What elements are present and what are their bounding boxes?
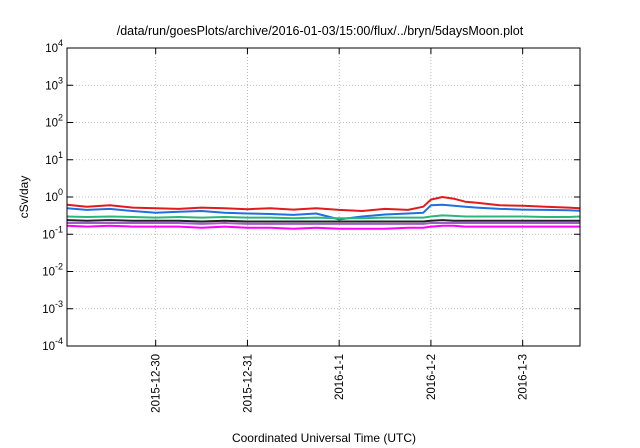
y-tick-label: 101 bbox=[45, 150, 63, 167]
y-tick-label: 10-4 bbox=[42, 336, 63, 353]
x-tick-label: 2015-12-30 bbox=[151, 354, 163, 413]
series-line-2 bbox=[66, 203, 581, 221]
series-lines bbox=[66, 196, 581, 230]
x-tick-label: 2016-1-1 bbox=[334, 354, 346, 400]
y-tick-label: 100 bbox=[45, 187, 63, 204]
plot-frame bbox=[66, 47, 581, 347]
x-tick-label: 2016-1-3 bbox=[518, 354, 530, 400]
y-tick-label: 10-3 bbox=[42, 299, 63, 316]
y-axis: 10-4 10-3 10-2 10-1 100 101 102 103 104 bbox=[42, 38, 580, 353]
series-line-5 bbox=[67, 222, 580, 225]
series-line-6 bbox=[66, 224, 580, 230]
y-tick-label: 104 bbox=[45, 38, 63, 55]
x-axis: 2015-12-30 2015-12-31 2016-1-1 2016-1-2 2016… bbox=[151, 48, 530, 413]
y-tick-label: 10-1 bbox=[42, 224, 63, 241]
x-tick-label: 2015-12-31 bbox=[242, 354, 254, 413]
x-tick-label: 2016-1-2 bbox=[426, 354, 438, 400]
y-tick-label: 103 bbox=[45, 75, 63, 92]
series-line-4 bbox=[66, 219, 580, 223]
chart-title: /data/run/goesPlots/archive/2016-01-03/1… bbox=[117, 24, 524, 38]
grid bbox=[67, 48, 580, 346]
series-line-1 bbox=[66, 196, 581, 212]
y-tick-label: 10-2 bbox=[42, 262, 63, 279]
y-tick-label: 102 bbox=[45, 113, 63, 130]
series-line-3 bbox=[66, 214, 581, 220]
x-axis-label: Coordinated Universal Time (UTC) bbox=[232, 431, 416, 445]
y-axis-label: cSv/day bbox=[17, 176, 31, 219]
